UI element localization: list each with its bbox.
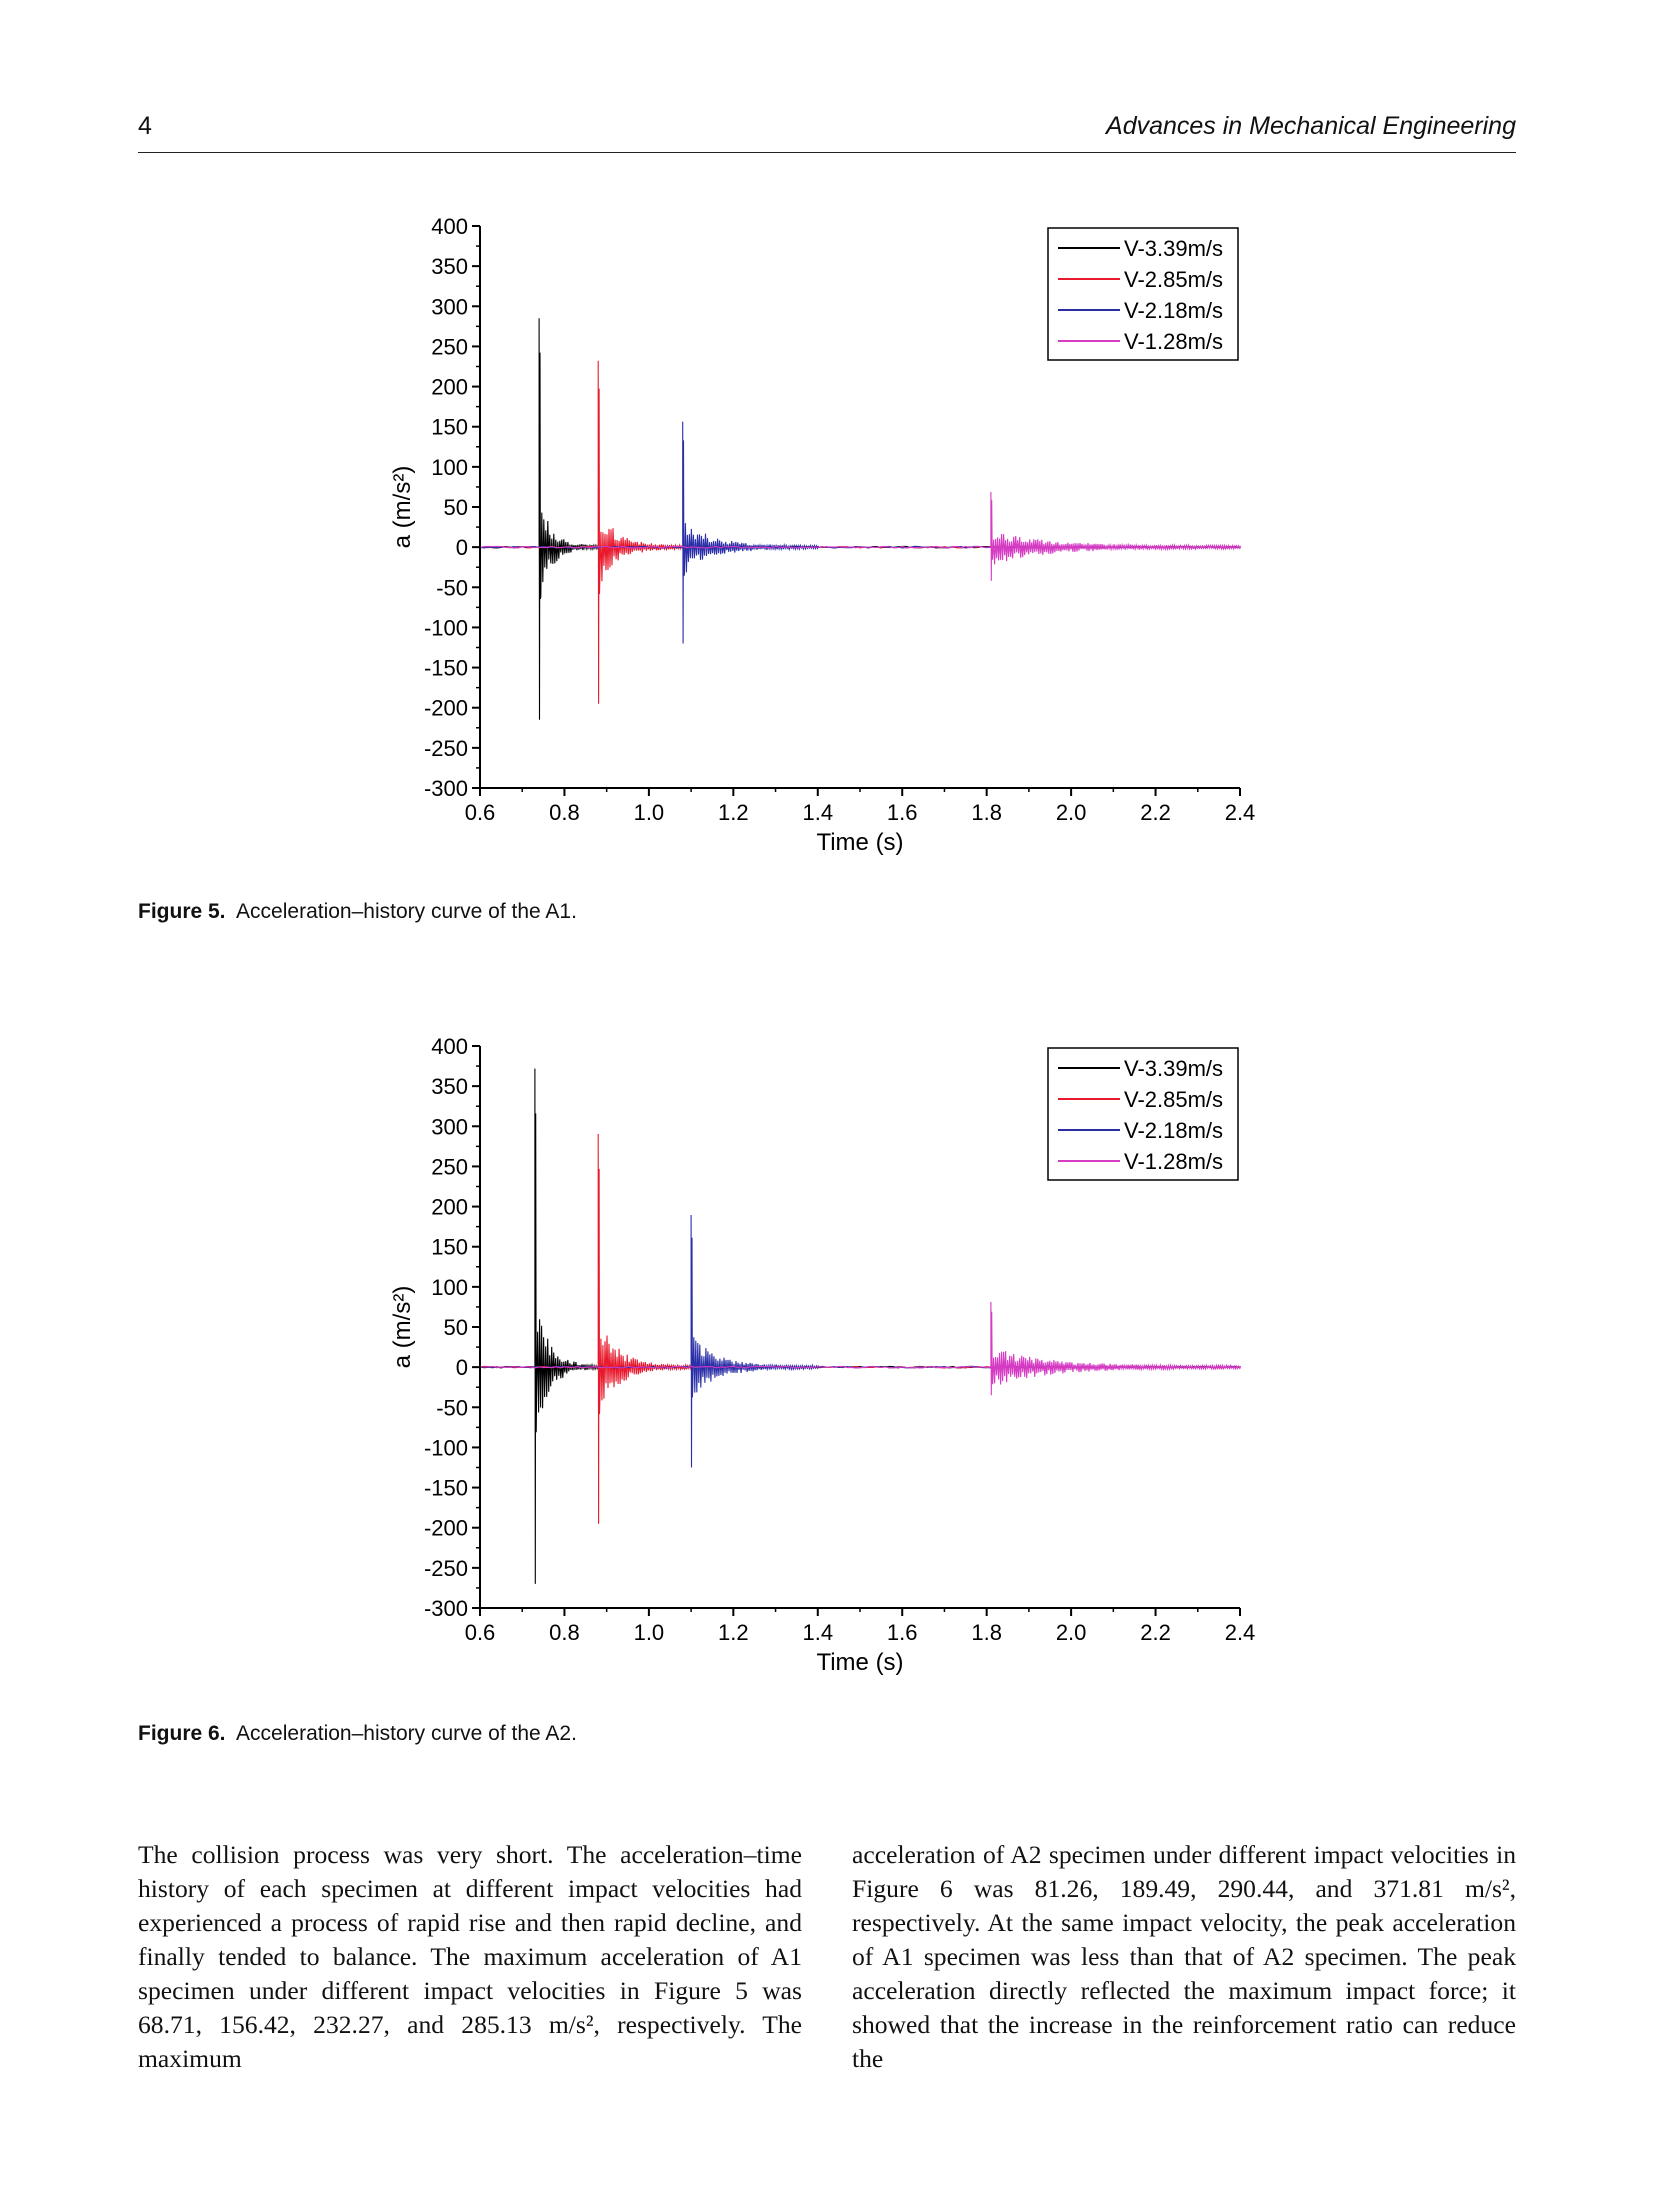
y-tick-label: 100 [431,1275,468,1300]
legend-label: V-3.39m/s [1124,1056,1223,1081]
y-tick-label: -200 [424,696,468,721]
y-tick-label: -50 [436,575,468,600]
y-tick-label: 100 [431,455,468,480]
x-tick-label: 1.8 [971,800,1002,825]
y-tick-label: 0 [456,1355,468,1380]
x-axis-label: Time (s) [816,1649,903,1676]
series-group [479,1068,1242,1584]
y-tick-label: 300 [431,1114,468,1139]
legend-box [1047,227,1239,361]
y-tick-label: -100 [424,615,468,640]
series-line-V-2.85m/s [479,360,1241,704]
y-tick-label: -150 [424,1476,468,1501]
x-tick-label: 1.4 [802,1620,833,1645]
x-tick-label: 0.6 [465,1620,496,1645]
body-text-right-column: acceleration of A2 specimen under differ… [852,1840,1516,2073]
x-tick-label: 1.6 [887,1620,918,1645]
legend-label: V-3.39m/s [1124,236,1223,261]
y-axis-label: a (m/s²) [389,466,416,549]
x-tick-label: 2.4 [1225,800,1256,825]
legend-label: V-1.28m/s [1124,329,1223,354]
figure-6: 400 350 300 250 200 150 100 50 0 -50 -100 -150 -200 -… [380,1018,1280,1678]
legend: V-3.39m/s V-2.85m/s V-2.18m/s V-1.28m/s [1047,1047,1239,1181]
figure-5-label: Figure 5. [138,900,226,923]
y-tick-label: 150 [431,415,468,440]
y-tick-label: 250 [431,1154,468,1179]
x-tick-label: 2.0 [1056,1620,1087,1645]
legend-label: V-2.18m/s [1124,298,1223,323]
y-tick-label: -300 [424,776,468,801]
y-tick-label: 400 [431,214,468,239]
y-tick-label: -200 [424,1516,468,1541]
x-tick-label: 0.6 [465,800,496,825]
y-tick-label: 350 [431,254,468,279]
y-tick-label: -100 [424,1435,468,1460]
y-tick-label: 150 [431,1235,468,1260]
figure-5-caption-text: Acceleration–history curve of the A1. [236,900,577,923]
y-tick-label: -150 [424,656,468,681]
legend-box [1047,1047,1239,1181]
x-tick-label: 1.0 [634,800,665,825]
x-tick-label: 1.2 [718,800,749,825]
figure-5: 400 350 300 250 200 150 100 50 0 -50 -100 -150 -200 -… [380,198,1280,858]
legend-label: V-1.28m/s [1124,1149,1223,1174]
legend-label: V-2.85m/s [1124,1087,1223,1112]
body-text-left-column: The collision process was very short. Th… [138,1840,802,2073]
figure-5-caption: Figure 5. Acceleration–history curve of … [138,900,577,924]
series-line-V-3.39m/s [479,318,1241,720]
series-line-V-1.28m/s [479,491,1242,581]
y-tick-label: 400 [431,1034,468,1059]
y-tick-label: 200 [431,375,468,400]
series-line-V-2.18m/s [479,421,1241,644]
y-tick-label: -50 [436,1395,468,1420]
x-tick-label: 2.0 [1056,800,1087,825]
figure-6-chart: 400 350 300 250 200 150 100 50 0 -50 -100 -150 -200 -… [389,1034,1256,1676]
series-line-V-2.85m/s [479,1133,1241,1524]
series-line-V-2.18m/s [479,1214,1241,1468]
y-tick-label: -300 [424,1596,468,1621]
legend: V-3.39m/s V-2.85m/s V-2.18m/s V-1.28m/s [1047,227,1239,361]
x-tick-label: 1.4 [802,800,833,825]
figure-6-label: Figure 6. [138,1722,226,1745]
y-axis-label: a (m/s²) [389,1286,416,1369]
legend-label: V-2.18m/s [1124,1118,1223,1143]
y-tick-label: -250 [424,1556,468,1581]
y-tick-label: 50 [444,495,468,520]
y-tick-label: -250 [424,736,468,761]
y-tick-label: 350 [431,1074,468,1099]
figure-6-caption-text: Acceleration–history curve of the A2. [236,1722,577,1745]
series-line-V-1.28m/s [479,1301,1242,1396]
journal-title: Advances in Mechanical Engineering [1106,112,1516,140]
x-tick-label: 2.2 [1140,800,1171,825]
x-axis-label: Time (s) [816,829,903,856]
legend-label: V-2.85m/s [1124,267,1223,292]
page-header: 4 Advances in Mechanical Engineering [138,112,1516,153]
x-tick-label: 1.2 [718,1620,749,1645]
page-number: 4 [138,112,152,140]
x-tick-label: 1.8 [971,1620,1002,1645]
y-tick-label: 0 [456,535,468,560]
figure-5-chart: 400 350 300 250 200 150 100 50 0 -50 -100 -150 -200 -… [389,214,1256,856]
y-tick-label: 50 [444,1315,468,1340]
x-tick-label: 0.8 [549,800,580,825]
figure-6-caption: Figure 6. Acceleration–history curve of … [138,1722,577,1746]
x-tick-label: 1.0 [634,1620,665,1645]
x-tick-label: 2.2 [1140,1620,1171,1645]
series-group [479,318,1242,720]
x-tick-label: 2.4 [1225,1620,1256,1645]
x-tick-label: 0.8 [549,1620,580,1645]
y-tick-label: 250 [431,334,468,359]
x-tick-label: 1.6 [887,800,918,825]
y-tick-label: 200 [431,1195,468,1220]
y-tick-label: 300 [431,294,468,319]
